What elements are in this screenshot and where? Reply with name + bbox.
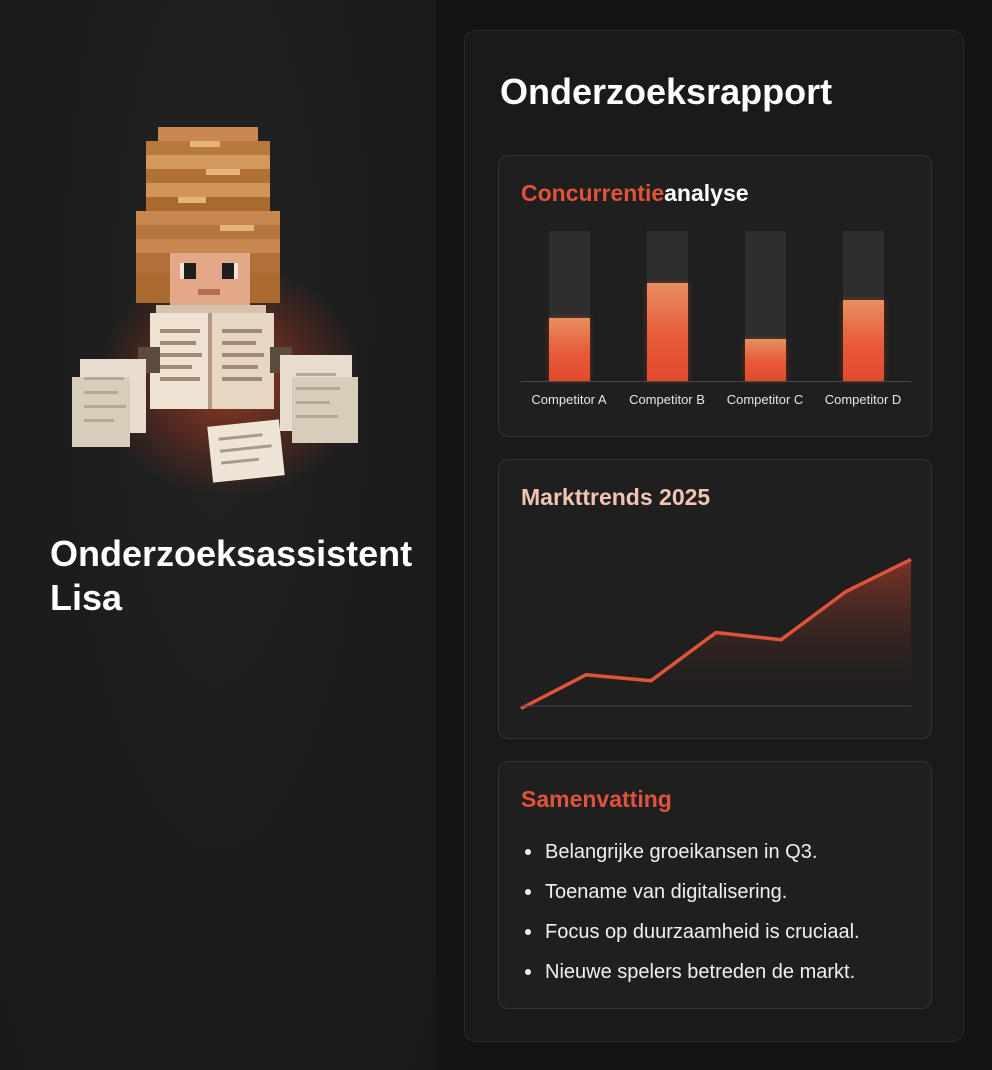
summary-card: Samenvatting Belangrijke groeikansen in … (498, 761, 932, 1009)
market-trends-chart (520, 557, 912, 711)
report-panel: Onderzoeksrapport Concurrentieanalyse Co… (464, 30, 964, 1042)
assistant-name: Onderzoeksassistent Lisa (50, 533, 413, 618)
competitor-card-title: Concurrentieanalyse (521, 180, 749, 207)
competitor-title-rest: analyse (664, 180, 749, 206)
bar-competitor-b (647, 283, 688, 381)
summary-item: Toename van digitalisering. (521, 872, 860, 912)
bar-label: Competitor B (629, 392, 705, 407)
bar-track (843, 231, 884, 381)
bar-chart-baseline (521, 381, 911, 382)
bar-track (745, 231, 786, 381)
market-trends-card: Markttrends 2025 (498, 459, 932, 739)
assistant-panel: Onderzoeksassistent Lisa (0, 0, 436, 1070)
bar-competitor-c (745, 339, 786, 381)
bullet-icon (525, 889, 531, 895)
bar-competitor-d (843, 300, 884, 381)
bar-competitor-a (549, 318, 590, 381)
bar-label: Competitor D (824, 392, 902, 407)
bar-label: Competitor A (531, 392, 607, 407)
assistant-avatar (60, 115, 400, 495)
bar-track (549, 231, 590, 381)
bullet-icon (525, 929, 531, 935)
bar-track (647, 231, 688, 381)
pixel-researcher-reading-icon (72, 127, 358, 483)
summary-list: Belangrijke groeikansen in Q3. Toename v… (521, 832, 860, 992)
bar-label: Competitor C (726, 392, 804, 407)
summary-title: Samenvatting (521, 786, 672, 812)
bullet-icon (525, 849, 531, 855)
report-title: Onderzoeksrapport (500, 71, 833, 112)
trend-series-line (520, 557, 912, 711)
bullet-icon (525, 969, 531, 975)
summary-item: Nieuwe spelers betreden de markt. (521, 952, 860, 992)
summary-item: Belangrijke groeikansen in Q3. (521, 832, 860, 872)
market-trends-title: Markttrends 2025 (521, 484, 711, 510)
competitor-analysis-card: Concurrentieanalyse Competitor A Competit… (498, 155, 932, 437)
competitor-title-accent: Concurrentie (521, 180, 665, 206)
summary-item: Focus op duurzaamheid is cruciaal. (521, 912, 860, 952)
